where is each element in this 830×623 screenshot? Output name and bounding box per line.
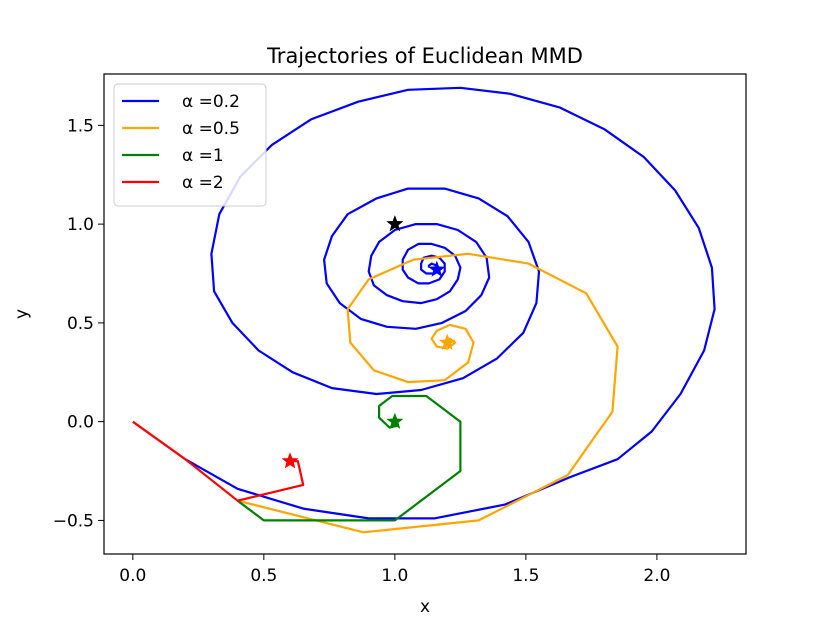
y-axis: −0.5 0.0 0.5 1.0 1.5	[53, 116, 104, 531]
x-axis: 0.0 0.5 1.0 1.5 2.0	[119, 554, 670, 586]
series-end-star-0	[428, 260, 446, 277]
x-tick-label: 0.5	[250, 566, 277, 586]
legend-label-0: α =0.2	[182, 92, 240, 112]
legend-box	[113, 83, 267, 207]
y-tick-label: −0.5	[53, 511, 94, 531]
series-end-star-1	[438, 333, 456, 350]
x-axis-label: x	[420, 597, 430, 617]
x-tick-label: 1.0	[381, 566, 408, 586]
series-end-star-2	[386, 412, 404, 429]
plot-area	[132, 86, 716, 534]
y-tick-label: 0.0	[67, 413, 94, 433]
legend-label-3: α =2	[182, 173, 224, 193]
y-axis-label: y	[12, 309, 32, 319]
x-tick-label: 2.0	[643, 566, 670, 586]
x-tick-label: 1.5	[512, 566, 539, 586]
series-line-3	[132, 420, 305, 502]
legend-label-1: α =0.5	[182, 119, 240, 139]
legend-label-2: α =1	[182, 146, 224, 166]
y-tick-label: 1.5	[67, 116, 94, 136]
y-tick-label: 1.0	[67, 215, 94, 235]
start-star-marker	[386, 215, 404, 232]
legend: α =0.2 α =0.5 α =1 α =2	[113, 83, 267, 207]
series-line-0	[184, 86, 716, 520]
series-line-1	[237, 252, 619, 534]
y-tick-label: 0.5	[67, 314, 94, 334]
chart-title: Trajectories of Euclidean MMD	[266, 44, 583, 68]
plot-frame	[103, 73, 747, 555]
x-tick-label: 0.0	[119, 566, 146, 586]
series-end-star-3	[281, 452, 299, 469]
